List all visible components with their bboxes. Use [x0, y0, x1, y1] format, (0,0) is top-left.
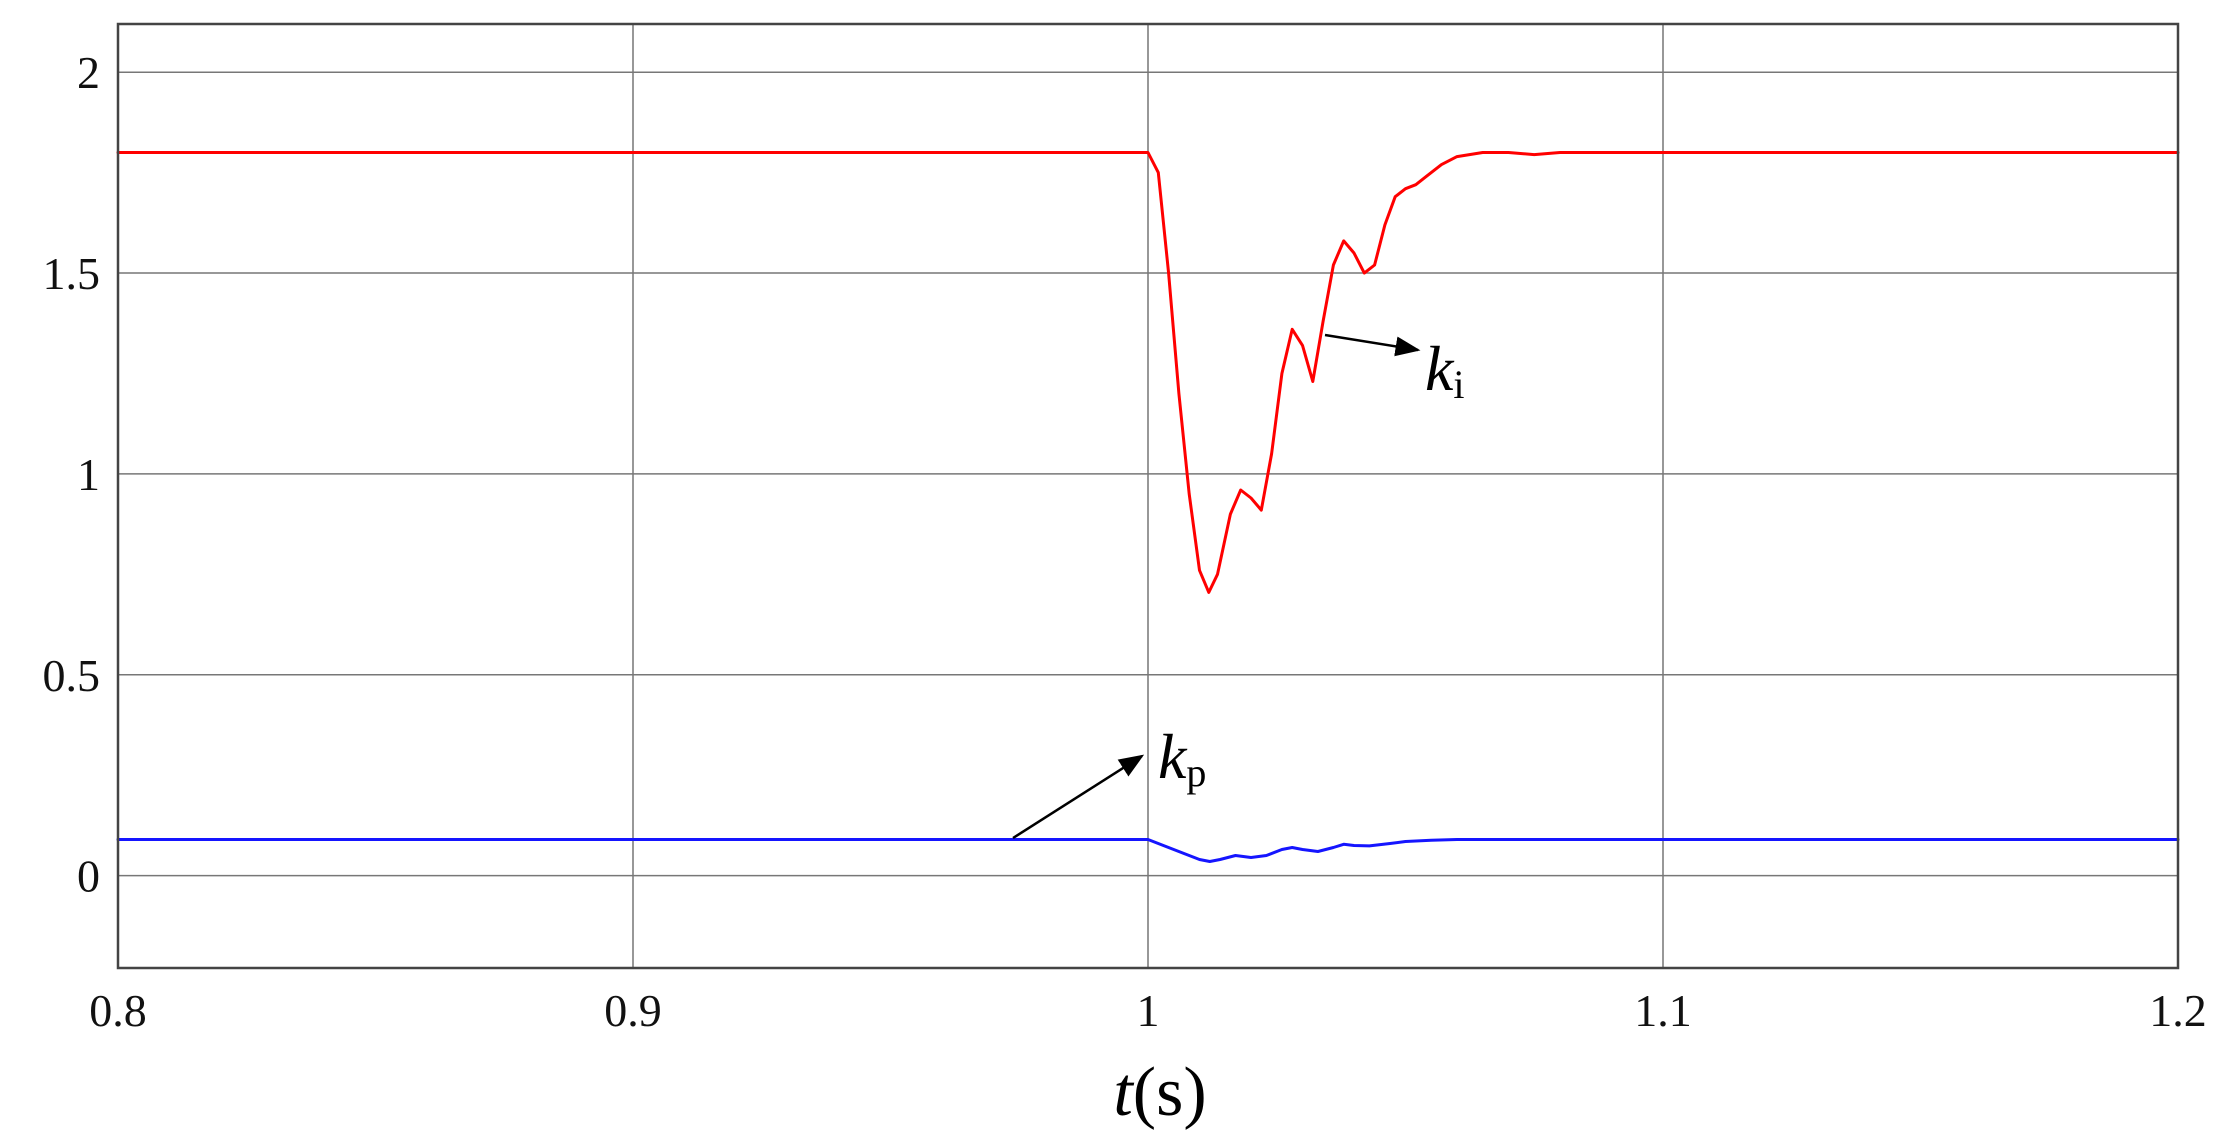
y-tick-label: 0.5 [43, 650, 101, 701]
x-axis-unit: (s) [1133, 1054, 1207, 1131]
series-line-kp [116, 838, 2180, 863]
ki-label-base: k [1425, 333, 1455, 404]
y-tick-label: 1 [77, 449, 100, 500]
ki-label: ki [1425, 333, 1465, 407]
x-tick-label: 0.8 [89, 985, 147, 1036]
x-axis-variable: t [1113, 1054, 1134, 1131]
series-layer [116, 151, 2180, 863]
kp-label-base: k [1158, 721, 1188, 792]
y-tick-label: 2 [77, 47, 100, 98]
kp-label: kp [1158, 721, 1206, 795]
x-tick-label: 1 [1137, 985, 1160, 1036]
x-tick-label: 1.1 [1634, 985, 1692, 1036]
kp-arrow [1012, 754, 1145, 840]
tick-labels: 0.8 0.9 1 1.1 1.2 0 0.5 1 1.5 2 [43, 47, 2207, 1036]
kp-label-sub: p [1186, 750, 1206, 795]
y-tick-label: 0 [77, 851, 100, 902]
x-axis-title: t(s) [1113, 1054, 1206, 1131]
ki-arrow [1324, 333, 1421, 357]
series-line-ki [116, 151, 2180, 594]
x-tick-label: 1.2 [2149, 985, 2207, 1036]
plot-frame [116, 22, 2180, 970]
x-tick-label: 0.9 [604, 985, 662, 1036]
ki-label-sub: i [1453, 362, 1464, 407]
y-tick-label: 1.5 [43, 248, 101, 299]
gridlines [117, 24, 2179, 968]
